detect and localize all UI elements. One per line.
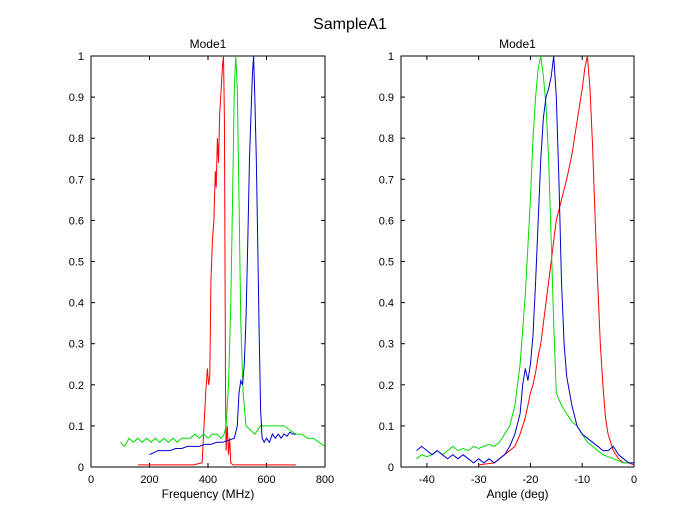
y-tick-label: 0.8 xyxy=(69,133,84,145)
series-line-red xyxy=(137,56,296,466)
y-tick-label: 0.5 xyxy=(69,257,84,269)
series-line-red xyxy=(478,56,634,466)
x-tick-label: -40 xyxy=(419,474,435,486)
x-tick-label: -20 xyxy=(522,474,538,486)
y-tick-label: 0.7 xyxy=(379,174,394,186)
axes-title: Mode1 xyxy=(499,37,536,51)
y-tick-label: 0.3 xyxy=(69,339,84,351)
x-tick-label: -10 xyxy=(574,474,590,486)
series-line-blue xyxy=(149,56,296,456)
axes-frequency: 0 0.1 0.2 0.3 0.4 0.5 0.6 0.7 0.8 0.9 1 0 200 400 600 8… xyxy=(69,37,334,501)
series-line-green xyxy=(416,56,634,464)
x-tick-label: 0 xyxy=(88,474,94,486)
y-tick-label: 0.1 xyxy=(379,421,394,433)
x-tick-label: 400 xyxy=(199,474,217,486)
y-tick-label: 0.9 xyxy=(379,92,394,104)
axes-frame xyxy=(90,55,326,468)
x-tick-label: 800 xyxy=(316,474,334,486)
x-axis-label: Angle (deg) xyxy=(486,487,548,501)
series-line-green xyxy=(119,56,325,448)
x-tick-label: 600 xyxy=(257,474,275,486)
y-tick-label: 0.6 xyxy=(379,215,394,227)
y-tick-label: 0.3 xyxy=(379,339,394,351)
y-tick-label: 1 xyxy=(388,51,394,63)
y-tick-label: 0.4 xyxy=(379,298,394,310)
y-tick-label: 0 xyxy=(78,462,84,474)
y-tick-label: 0.2 xyxy=(69,380,84,392)
y-tick-label: 0.8 xyxy=(379,133,394,145)
y-tick-label: 0.6 xyxy=(69,215,84,227)
y-tick-label: 0.1 xyxy=(69,421,84,433)
x-axis-label: Frequency (MHz) xyxy=(162,487,255,501)
axes-angle: 0 0.1 0.2 0.3 0.4 0.5 0.6 0.7 0.8 0.9 1 -40 -30 -20 -1… xyxy=(379,37,637,501)
y-tick-label: 0.7 xyxy=(69,174,84,186)
series-line-blue xyxy=(416,56,634,464)
y-tick-label: 0.2 xyxy=(379,380,394,392)
x-tick-label: -30 xyxy=(471,474,487,486)
x-tick-label: 200 xyxy=(140,474,158,486)
x-tick-label: 0 xyxy=(631,474,637,486)
y-tick-label: 0.5 xyxy=(379,257,394,269)
y-tick-label: 0.4 xyxy=(69,298,84,310)
y-tick-label: 1 xyxy=(78,51,84,63)
axes-title: Mode1 xyxy=(190,37,227,51)
y-tick-label: 0 xyxy=(388,462,394,474)
axes-frame xyxy=(400,55,635,468)
y-tick-label: 0.9 xyxy=(69,92,84,104)
figure-title: SampleA1 xyxy=(313,16,387,33)
